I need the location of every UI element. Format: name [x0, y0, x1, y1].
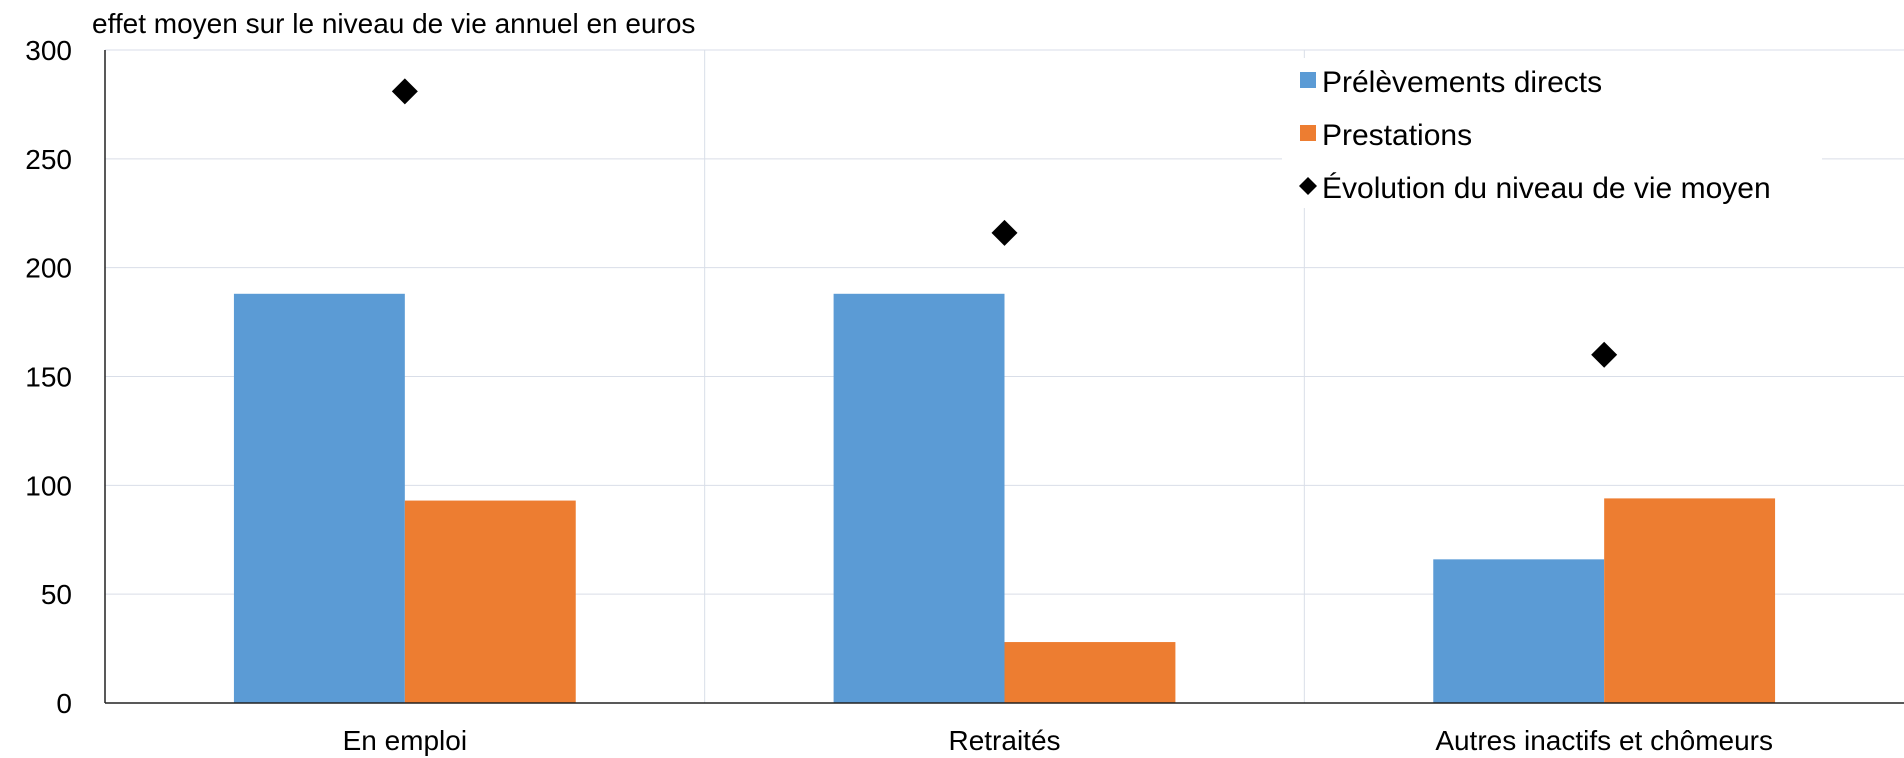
bar-prestations — [404, 500, 576, 703]
diamond-marker — [1591, 341, 1618, 368]
bar-prelevements — [233, 293, 405, 703]
diamond-marker — [391, 78, 418, 105]
bar-prelevements — [833, 293, 1005, 703]
legend-background — [1282, 58, 1822, 208]
x-tick-label: En emploi — [343, 725, 468, 756]
axes-layer: 0 50 100 150 200 250 300 En emploi Retraités Autr… — [25, 35, 1904, 756]
bars-layer — [233, 293, 1776, 703]
x-tick-label: Retraités — [948, 725, 1060, 756]
y-tick-label: 100 — [25, 470, 72, 501]
y-tick-label: 200 — [25, 253, 72, 284]
legend-label: Évolution du niveau de vie moyen — [1322, 172, 1771, 205]
markers-layer — [391, 78, 1618, 368]
y-tick-label: 250 — [25, 144, 72, 175]
legend-swatch — [1300, 72, 1316, 88]
y-tick-label: 0 — [56, 688, 72, 719]
y-tick-label: 150 — [25, 362, 72, 393]
legend-swatch — [1300, 125, 1316, 141]
legend-diamond-icon — [1299, 177, 1317, 195]
legend-label: Prélèvements directs — [1322, 66, 1602, 99]
diamond-marker — [991, 219, 1018, 246]
legend: Prélèvements directs Prestations Évolution… — [1282, 58, 1822, 208]
y-axis-title: effet moyen sur le niveau de vie annuel … — [92, 8, 695, 39]
y-tick-label: 50 — [41, 579, 72, 610]
bar-prestations — [1004, 642, 1176, 703]
y-tick-label: 300 — [25, 35, 72, 66]
bar-prelevements — [1433, 559, 1605, 703]
x-tick-label: Autres inactifs et chômeurs — [1435, 725, 1773, 756]
legend-label: Prestations — [1322, 119, 1472, 152]
bar-prestations — [1604, 498, 1776, 703]
